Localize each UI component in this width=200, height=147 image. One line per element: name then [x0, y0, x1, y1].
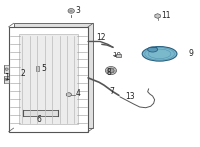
- Text: 1: 1: [4, 73, 9, 82]
- Bar: [14, 23, 93, 128]
- Text: 11: 11: [162, 11, 171, 20]
- Ellipse shape: [142, 47, 177, 61]
- Text: 6: 6: [37, 115, 42, 124]
- Text: 2: 2: [21, 69, 25, 78]
- Circle shape: [5, 68, 8, 70]
- Circle shape: [5, 78, 8, 81]
- Text: 4: 4: [75, 89, 80, 98]
- Circle shape: [105, 66, 116, 75]
- Circle shape: [68, 9, 74, 13]
- Circle shape: [66, 93, 71, 97]
- Text: 9: 9: [188, 49, 193, 58]
- Text: 5: 5: [41, 64, 46, 73]
- Bar: [19, 34, 78, 125]
- Bar: [4, 66, 9, 73]
- Text: 7: 7: [109, 87, 114, 96]
- Bar: [23, 110, 58, 116]
- Polygon shape: [155, 14, 160, 18]
- Ellipse shape: [148, 47, 158, 52]
- Text: 13: 13: [125, 92, 134, 101]
- Bar: [36, 66, 39, 71]
- Text: 8: 8: [107, 68, 112, 77]
- Bar: [116, 54, 121, 57]
- Bar: [9, 27, 88, 132]
- Text: 10: 10: [112, 52, 121, 58]
- Text: 12: 12: [96, 33, 106, 42]
- Circle shape: [108, 68, 114, 73]
- Bar: [4, 76, 9, 83]
- Text: 3: 3: [75, 6, 80, 15]
